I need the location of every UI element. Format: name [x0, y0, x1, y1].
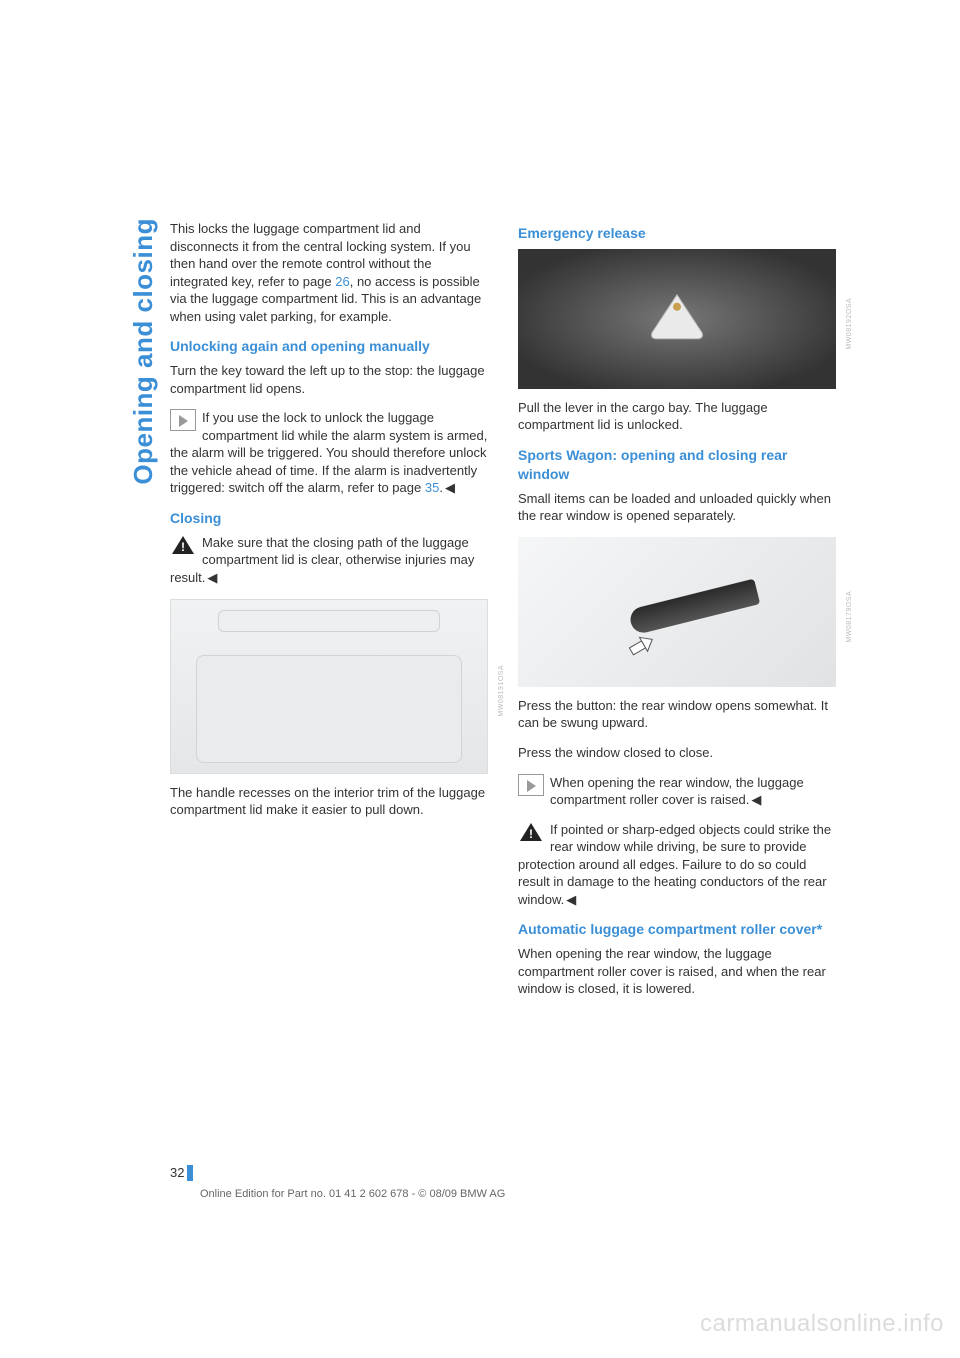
left-column: This locks the luggage compartment lid a… — [170, 220, 488, 1010]
figure-code: MW08191OSA — [497, 665, 506, 717]
right-column: Emergency release MW08192OSA Pull the le… — [518, 220, 836, 1010]
figure-emergency-image — [518, 249, 836, 389]
note-roller-cover: When opening the rear window, the luggag… — [518, 774, 836, 809]
end-mark: ◀ — [566, 891, 576, 909]
unlocking-text: Turn the key toward the left up to the s… — [170, 362, 488, 397]
figure-code: MW08179OSA — [845, 591, 854, 643]
watermark: carmanualsonline.info — [700, 1310, 944, 1338]
warning-sharp-objects: ! If pointed or sharp-edged objects coul… — [518, 821, 836, 909]
note-text: When opening the rear window, the luggag… — [550, 775, 804, 808]
figure-caption: The handle recesses on the interior trim… — [170, 784, 488, 819]
close-text: Press the window closed to close. — [518, 744, 836, 762]
page: Opening and closing This locks the lugga… — [0, 0, 960, 1358]
page-link-35[interactable]: 35 — [425, 480, 439, 495]
warning-text: If pointed or sharp-edged objects could … — [518, 822, 831, 907]
figure-trunk-interior: MW08191OSA — [170, 599, 488, 774]
figure-handle-image — [518, 537, 836, 687]
heading-sports-wagon: Sports Wagon: opening and closing rear w… — [518, 446, 836, 484]
warning-closing: ! Make sure that the closing path of the… — [170, 534, 488, 587]
figure-trunk-image — [170, 599, 488, 774]
note-text-b: . — [439, 480, 443, 495]
heading-closing: Closing — [170, 509, 488, 528]
figure-code: MW08192OSA — [845, 298, 854, 350]
warning-icon: ! — [518, 821, 544, 843]
press-button-text: Press the button: the rear window opens … — [518, 697, 836, 732]
heading-emergency-release: Emergency release — [518, 224, 836, 243]
page-link-26[interactable]: 26 — [335, 274, 349, 289]
note-alarm: If you use the lock to unlock the luggag… — [170, 409, 488, 497]
wiper-handle — [628, 579, 760, 636]
sports-wagon-text: Small items can be loaded and unloaded q… — [518, 490, 836, 525]
figure-rear-window-handle: MW08179OSA — [518, 537, 836, 687]
page-number: 32 — [170, 1165, 193, 1182]
svg-text:!: ! — [529, 827, 533, 841]
section-title-vertical: Opening and closing — [128, 218, 159, 485]
arrow-icon — [620, 630, 654, 664]
figure-emergency-release: MW08192OSA — [518, 249, 836, 389]
warning-icon: ! — [170, 534, 196, 556]
release-handle-icon — [642, 289, 712, 344]
footer-text: Online Edition for Part no. 01 41 2 602 … — [200, 1188, 505, 1200]
page-number-bar — [187, 1165, 193, 1181]
end-mark: ◀ — [445, 479, 455, 497]
note-icon — [170, 409, 196, 431]
content-columns: This locks the luggage compartment lid a… — [170, 220, 860, 1010]
end-mark: ◀ — [751, 791, 761, 809]
page-number-value: 32 — [170, 1165, 184, 1180]
end-mark: ◀ — [207, 569, 217, 587]
emergency-release-text: Pull the lever in the cargo bay. The lug… — [518, 399, 836, 434]
heading-unlocking: Unlocking again and opening manually — [170, 337, 488, 356]
svg-text:!: ! — [181, 540, 185, 554]
intro-paragraph: This locks the luggage compartment lid a… — [170, 220, 488, 325]
heading-auto-roller-cover: Automatic luggage compartment roller cov… — [518, 920, 836, 939]
auto-roller-text: When opening the rear window, the luggag… — [518, 945, 836, 998]
note-icon — [518, 774, 544, 796]
